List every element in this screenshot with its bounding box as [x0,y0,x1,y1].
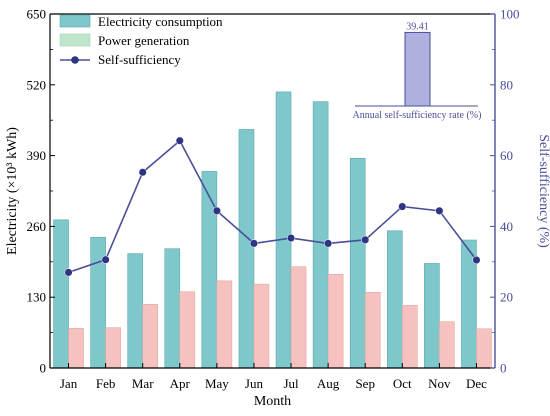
left-axis-tick-label: 520 [27,77,47,92]
right-axis-tick-label: 0 [500,361,507,376]
self-sufficiency-point-feb [101,255,110,264]
x-axis-tick-label: Apr [170,376,191,391]
generation-bar-jul [290,266,307,369]
consumption-bar-jul [275,91,292,369]
left-axis-tick-label: 0 [40,361,47,376]
legend-label-self-sufficiency: Self-sufficiency [98,52,181,67]
left-axis-tick-label: 390 [27,148,47,163]
generation-bar-aug [327,274,344,369]
self-sufficiency-point-nov [435,206,444,215]
x-axis-tick-label: Nov [428,376,451,391]
left-axis-tick-label: 260 [27,219,47,234]
x-axis-tick-label: Oct [393,376,412,391]
consumption-bar-nov [424,263,440,369]
self-sufficiency-point-dec [472,255,481,265]
right-axis-tick-label: 20 [500,290,513,305]
x-axis-tick-label: Jul [283,376,299,391]
x-axis-tick-label: Aug [317,376,340,391]
generation-bar-apr [179,291,196,369]
generation-bar-may [216,280,233,369]
inset-value-label: 39.41 [406,21,429,32]
x-axis-title: Month [254,394,291,409]
right-axis-tick-label: 40 [500,219,513,234]
inset-annual-bar [404,31,431,107]
generation-bar-sep [364,291,381,369]
x-axis-tick-label: Feb [96,376,116,391]
generation-bar-nov [439,321,455,369]
self-sufficiency-point-apr [175,136,184,145]
left-axis-tick-label: 650 [27,7,47,22]
self-sufficiency-point-aug [324,239,333,248]
right-axis-tick-label: 100 [500,7,520,22]
right-axis-title: Self-sufficiency (%) [536,134,550,248]
legend-label-generation: Power generation [98,33,190,48]
x-axis-tick-label: Sep [355,376,375,391]
self-sufficiency-point-sep [361,235,370,244]
self-sufficiency-point-oct [398,202,407,211]
consumption-bar-apr [164,248,181,369]
consumption-bar-may [201,171,218,369]
right-axis-tick-label: 60 [500,148,513,163]
legend-marker-self-sufficiency [71,56,79,64]
x-axis-tick-label: Mar [132,376,154,391]
generation-bar-mar [142,303,159,369]
legend-label-consumption: Electricity consumption [98,14,223,29]
x-axis-tick-label: Dec [466,376,487,391]
self-sufficiency-line [68,139,478,274]
consumption-bar-sep [349,158,366,369]
left-axis-tick-label: 130 [27,290,47,305]
self-sufficiency-point-jul [286,234,296,243]
consumption-bar-aug [312,101,329,369]
x-axis-tick-label: May [205,376,229,391]
consumption-bar-mar [127,253,144,369]
self-sufficiency-point-jan [64,268,73,277]
generation-bar-oct [401,305,418,369]
consumption-bar-jan [53,219,69,369]
right-axis-tick-label: 80 [500,77,513,92]
x-axis-tick-label: Jan [60,376,78,391]
generation-bar-jun [253,283,270,369]
consumption-bar-oct [386,230,403,369]
self-sufficiency-point-mar [138,168,147,177]
inset-axis-label: Annual self-sufficiency rate (%) [353,110,482,121]
x-axis-tick-label: Jun [245,376,264,391]
generation-bar-dec [476,328,492,369]
legend-swatch-consumption [59,14,91,28]
consumption-bar-jun [238,129,255,369]
generation-bar-jan [68,327,84,369]
legend-swatch-generation [59,33,91,47]
self-sufficiency-point-may [212,206,221,215]
generation-bar-feb [105,327,121,369]
left-axis-title: Electricity (×10³ kWh) [5,127,20,255]
self-sufficiency-point-jun [249,239,259,248]
